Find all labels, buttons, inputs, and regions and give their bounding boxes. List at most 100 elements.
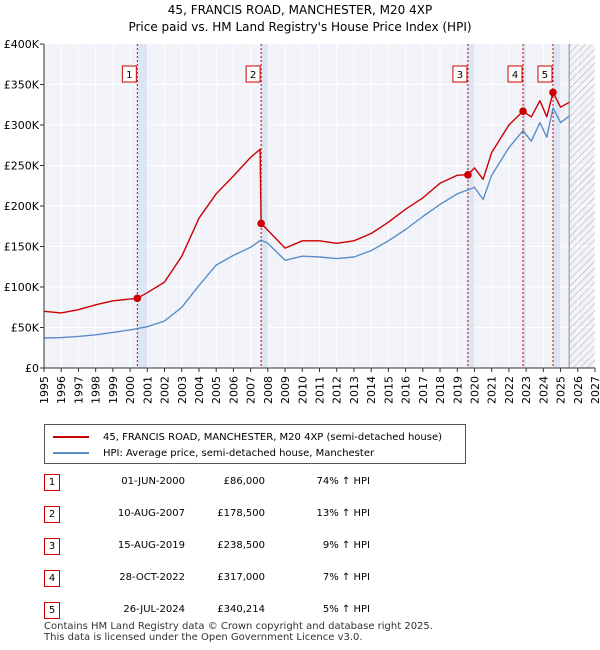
- sale-price: £238,500: [217, 540, 265, 551]
- y-tick-label: £300K: [4, 119, 40, 132]
- sale-point: [549, 88, 557, 97]
- x-tick-label: 2023: [520, 376, 533, 404]
- table-row: 3 15-AUG-2019 £238,500 9% ↑ HPI: [0, 536, 600, 556]
- x-tick-label: 2007: [245, 376, 258, 404]
- sale-point: [464, 171, 472, 179]
- x-tick-label: 2014: [365, 376, 378, 404]
- legend-swatch-hpi: [53, 452, 89, 454]
- sale-label: 2: [250, 70, 256, 81]
- sale-price: £317,000: [217, 572, 265, 583]
- table-row: 5 26-JUL-2024 £340,214 5% ↑ HPI: [0, 600, 600, 620]
- x-tick-label: 2008: [262, 376, 275, 404]
- sale-label-box: [452, 65, 468, 83]
- future-hatch: [569, 44, 595, 368]
- sale-hpi-change: 13% ↑ HPI: [316, 508, 370, 519]
- sale-label-box: [245, 65, 261, 83]
- legend-item-property: 45, FRANCIS ROAD, MANCHESTER, M20 4XP (s…: [53, 430, 442, 444]
- x-tick-label: 2013: [348, 376, 361, 404]
- x-tick-label: 2027: [589, 376, 600, 404]
- chart-title-block: 45, FRANCIS ROAD, MANCHESTER, M20 4XP Pr…: [0, 2, 600, 36]
- y-tick-label: £50K: [11, 322, 40, 335]
- sale-date: 26-JUL-2024: [123, 604, 185, 615]
- x-tick-label: 2004: [193, 376, 206, 404]
- sale-number: 5: [44, 602, 60, 619]
- x-tick-label: 1997: [72, 376, 85, 404]
- x-tick-label: 2017: [417, 376, 430, 404]
- table-row: 4 28-OCT-2022 £317,000 7% ↑ HPI: [0, 568, 600, 588]
- y-tick-label: £400K: [4, 38, 40, 51]
- sale-hpi-change: 7% ↑ HPI: [322, 572, 370, 583]
- sale-date: 10-AUG-2007: [117, 508, 185, 519]
- sale-band: [137, 44, 148, 368]
- sale-date: 15-AUG-2019: [117, 540, 185, 551]
- footer-copyright: Contains HM Land Registry data © Crown c…: [44, 621, 433, 632]
- x-tick-label: 2018: [434, 376, 447, 404]
- sale-number: 3: [44, 538, 60, 555]
- sale-band: [467, 44, 475, 368]
- sale-label-box: [121, 65, 137, 83]
- x-tick-label: 2015: [382, 376, 395, 404]
- x-tick-label: 2019: [451, 376, 464, 404]
- sale-number: 1: [44, 474, 60, 491]
- sale-band: [523, 44, 527, 368]
- price-chart: 1 2 3 4 5 £0 £50K £100K £150K £200K £250K £300K £35…: [4, 38, 600, 404]
- y-tick-label: £150K: [4, 241, 40, 254]
- y-tick-label: £100K: [4, 281, 40, 294]
- legend-label-hpi: HPI: Average price, semi-detached house,…: [103, 447, 375, 459]
- table-row: 2 10-AUG-2007 £178,500 13% ↑ HPI: [0, 504, 600, 524]
- table-row: 1 01-JUN-2000 £86,000 74% ↑ HPI: [0, 472, 600, 492]
- sale-number: 4: [44, 570, 60, 587]
- sale-hpi-change: 5% ↑ HPI: [322, 604, 370, 615]
- sale-number: 2: [44, 506, 60, 523]
- x-tick-label: 2012: [331, 376, 344, 404]
- sale-date: 28-OCT-2022: [119, 572, 185, 583]
- sale-point: [519, 107, 527, 116]
- x-tick-label: 2016: [400, 376, 413, 404]
- hpi-line: [43, 107, 570, 339]
- sale-hpi-change: 9% ↑ HPI: [322, 540, 370, 551]
- x-tick-label: 2020: [468, 376, 481, 404]
- sale-date: 01-JUN-2000: [121, 476, 185, 487]
- x-tick-label: 2022: [503, 376, 516, 404]
- x-tick-label: 2002: [159, 376, 172, 404]
- sale-label-box: [507, 65, 523, 83]
- sale-band: [261, 44, 268, 368]
- x-tick-label: 2021: [486, 376, 499, 404]
- legend: 45, FRANCIS ROAD, MANCHESTER, M20 4XP (s…: [44, 424, 466, 464]
- sale-label: 4: [512, 70, 518, 81]
- x-tick-label: 1995: [38, 376, 51, 404]
- sale-price: £86,000: [223, 476, 265, 487]
- x-tick-label: 2001: [141, 376, 154, 404]
- property-price-line: [43, 91, 570, 314]
- y-tick-label: £250K: [4, 160, 40, 173]
- footer: Contains HM Land Registry data © Crown c…: [44, 621, 433, 643]
- sale-band: [552, 44, 561, 368]
- x-tick-label: 2005: [210, 376, 223, 404]
- chart-title: 45, FRANCIS ROAD, MANCHESTER, M20 4XP: [167, 3, 433, 17]
- x-tick-label: 1996: [55, 376, 68, 404]
- x-tick-label: 2006: [227, 376, 240, 404]
- x-tick-label: 2011: [314, 376, 327, 404]
- x-tick-label: 1999: [107, 376, 120, 404]
- sale-label-box: [537, 65, 553, 83]
- sale-price: £340,214: [217, 604, 265, 615]
- x-tick-label: 2025: [555, 376, 568, 404]
- x-tick-label: 2024: [537, 376, 550, 404]
- legend-label-property: 45, FRANCIS ROAD, MANCHESTER, M20 4XP (s…: [103, 431, 443, 443]
- sale-label: 1: [126, 70, 132, 81]
- y-tick-label: £350K: [4, 79, 40, 92]
- x-tick-label: 1998: [90, 376, 103, 404]
- y-tick-label: £200K: [4, 200, 40, 213]
- x-tick-label: 2026: [572, 376, 585, 404]
- x-tick-label: 2010: [296, 376, 309, 404]
- footer-licence: This data is licensed under the Open Gov…: [44, 632, 363, 643]
- x-tick-label: 2009: [279, 376, 292, 404]
- sale-point: [133, 294, 142, 303]
- sale-point: [257, 219, 265, 228]
- legend-swatch-property: [53, 436, 89, 438]
- sale-label: 5: [542, 70, 548, 81]
- sale-price: £178,500: [217, 508, 265, 519]
- sale-label: 3: [457, 70, 463, 81]
- x-tick-label: 2003: [176, 376, 189, 404]
- x-tick-label: 2000: [124, 376, 137, 404]
